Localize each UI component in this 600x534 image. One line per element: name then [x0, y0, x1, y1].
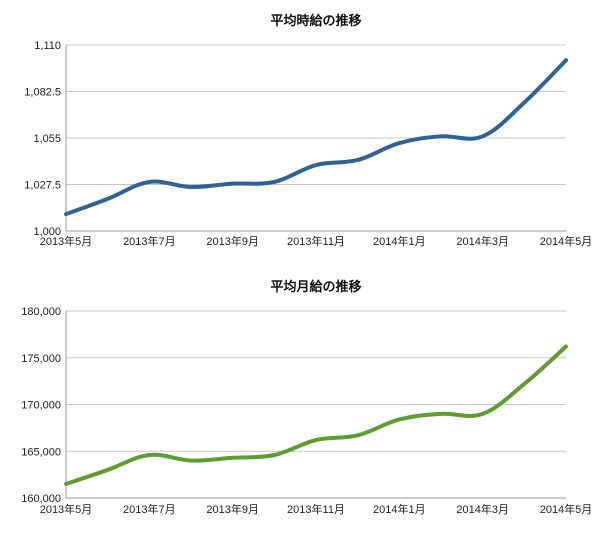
- chart-2: 平均月給の推移 160,000 165,000 170,000 175,000 180,0…: [21, 279, 592, 516]
- x-tick-label: 2014年3月: [456, 234, 509, 248]
- x-tick-label: 2013年9月: [206, 234, 259, 248]
- x-tick-label: 2013年5月: [40, 502, 93, 516]
- x-tick-label: 2013年11月: [287, 502, 345, 516]
- x-tick-label: 2013年7月: [123, 234, 176, 248]
- y-tick-label: 170,000: [21, 400, 61, 412]
- chart-1: 平均時給の推移 1,000 1,027.5 1,055 1,082.5 1,110 2013…: [24, 13, 592, 248]
- y-tick-label: 180,000: [21, 306, 61, 318]
- chart-title: 平均時給の推移: [270, 13, 361, 29]
- y-tick-label: 1,027.5: [24, 180, 61, 192]
- x-tick-label: 2013年5月: [40, 234, 93, 248]
- y-tick-label: 165,000: [21, 446, 61, 458]
- y-tick-label: 160,000: [21, 493, 61, 505]
- y-tick-label: 1,082.5: [24, 87, 61, 99]
- x-tick-label: 2013年7月: [123, 502, 176, 516]
- chart-title: 平均月給の推移: [270, 279, 361, 295]
- x-tick-label: 2013年11月: [287, 234, 345, 248]
- x-tick-label: 2014年1月: [373, 234, 426, 248]
- x-tick-label: 2014年3月: [456, 502, 509, 516]
- y-tick-label: 1,110: [34, 40, 61, 52]
- y-tick-label: 1,000: [33, 226, 61, 238]
- x-tick-label: 2014年5月: [540, 234, 593, 248]
- x-tick-label: 2013年9月: [206, 502, 259, 516]
- y-tick-label: 175,000: [21, 353, 61, 365]
- series-line: [64, 344, 568, 486]
- x-tick-label: 2014年1月: [373, 502, 426, 516]
- series-line: [64, 58, 568, 217]
- x-tick-label: 2014年5月: [540, 502, 593, 516]
- y-tick-label: 1,055: [33, 133, 61, 145]
